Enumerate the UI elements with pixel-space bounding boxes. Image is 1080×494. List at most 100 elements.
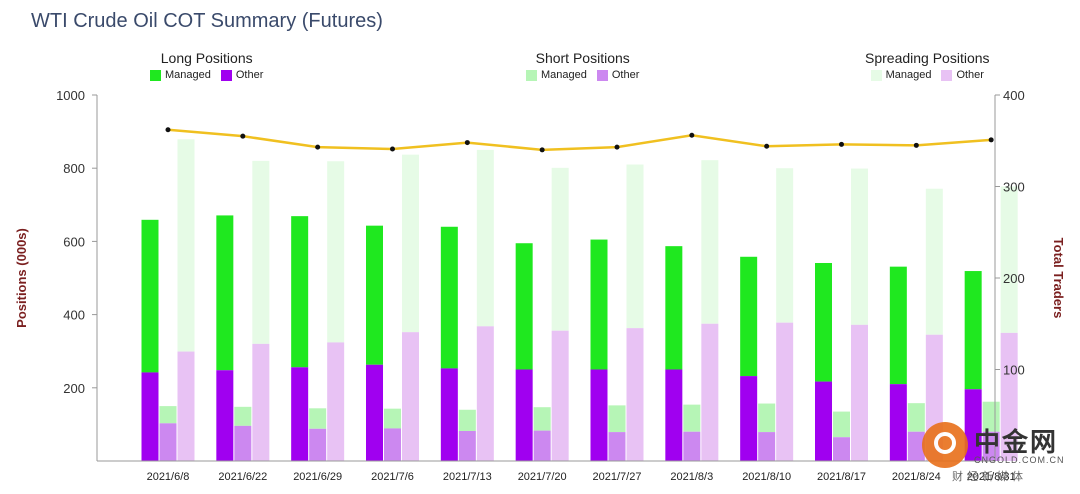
bar-short-managed [309,408,327,429]
bar-short-other [384,428,401,461]
watermark-brand: 中金网 [974,428,1059,458]
bar-short-other [159,423,177,461]
watermark-sub: 财经新媒体 [952,470,1027,483]
bar-spreading-other [327,342,345,461]
bar-spreading-managed [925,188,943,335]
bar-spreading-other [851,324,868,461]
legend-long-other: Other [220,69,263,81]
legend-spreading-heading: Spreading Positions [865,50,990,66]
watermark: 中金网 CNGOLD.COM.CN 财经新媒体 [922,422,1072,486]
bar-long-other [366,364,383,461]
bar-short-managed [458,409,476,431]
bar-short-other [907,431,925,461]
bar-short-other [758,432,776,461]
bar-short-other [309,428,327,461]
bar-long-other [216,370,234,461]
legend-long-managed: Managed [150,69,211,81]
x-tick-label: 2021/6/22 [218,471,267,483]
traders-point [390,146,395,152]
bar-spreading-other [776,322,794,461]
bar-short-managed [608,405,626,433]
brand-logo-icon [922,422,968,468]
traders-point [315,144,321,150]
bar-long-other [515,369,533,461]
bar-spreading-managed [327,161,345,343]
legend-long: Long Positions Managed Other [150,50,263,81]
y-axis-label: Positions (000s) [14,228,29,328]
y2-tick-label: 100 [1003,363,1025,378]
bar-spreading-other [626,328,644,461]
bar-long-managed [590,239,608,370]
bar-spreading-other [476,326,494,461]
bar-spreading-managed [476,149,494,327]
y2-tick-label: 200 [1003,271,1025,286]
x-tick-label: 2021/7/27 [593,471,642,483]
bar-long-other [590,369,608,461]
traders-point [689,132,695,138]
bar-long-managed [815,262,832,382]
bar-long-other [815,381,832,461]
bar-short-managed [907,403,925,432]
x-tick-label: 2021/6/29 [293,471,342,483]
bar-short-managed [533,407,551,431]
bar-spreading-other [1000,332,1018,461]
watermark-url: CNGOLD.COM.CN [974,455,1065,465]
bar-long-other [141,372,159,461]
bar-short-managed [758,403,776,433]
bar-long-other [665,369,683,461]
bar-long-other [291,367,309,461]
bar-long-managed [740,256,758,377]
legend-spreading-other: Other [941,69,984,81]
traders-line [167,128,992,152]
y2-tick-label: 300 [1003,180,1025,195]
bar-short-other [533,430,551,461]
y-tick-label: 1000 [56,88,85,103]
bar-spreading-managed [252,160,270,344]
chart-title: WTI Crude Oil COT Summary (Futures) [31,10,383,32]
x-tick-label: 2021/8/17 [817,471,866,483]
traders-point [913,142,919,148]
bar-long-managed [665,246,683,370]
traders-point [464,140,470,146]
legend-spreading: Spreading Positions Managed Other [865,50,990,81]
bar-spreading-managed [851,168,868,325]
bar-long-managed [889,266,907,385]
bar-short-other [683,431,701,461]
bar-short-managed [234,406,252,426]
y-tick-label: 600 [63,234,85,249]
bar-short-other [608,432,626,461]
traders-point [614,144,620,150]
x-tick-label: 2021/8/3 [670,471,713,483]
bar-spreading-other [252,343,270,461]
x-tick-label: 2021/7/13 [443,471,492,483]
traders-point [988,137,994,143]
bar-long-managed [291,216,309,368]
x-tick-label: 2021/8/31 [967,471,1016,483]
bar-long-other [740,376,758,461]
bar-long-other [889,384,907,461]
x-tick-label: 2021/8/24 [892,471,941,483]
bar-short-managed [384,408,401,429]
bar-spreading-other [701,323,719,461]
legend-short-other: Other [596,69,639,81]
x-tick-label: 2021/7/6 [371,471,414,483]
bar-spreading-other [402,332,419,461]
traders-point [165,127,171,133]
bar-short-managed [159,406,177,424]
x-tick-label: 2021/6/8 [147,471,190,483]
bar-long-managed [515,243,533,370]
x-tick-label: 2021/8/10 [742,471,791,483]
bar-spreading-managed [1000,186,1018,333]
bar-long-managed [964,271,982,390]
bar-long-other [440,368,458,461]
bar-short-other [458,430,476,461]
legend-short-managed: Managed [526,69,587,81]
bar-spreading-managed [626,164,644,329]
legend-short-heading: Short Positions [535,50,630,66]
bar-short-other [833,437,850,461]
bar-spreading-managed [701,160,719,324]
bar-long-managed [366,225,383,365]
traders-point [240,133,246,139]
y-tick-label: 800 [63,161,85,176]
